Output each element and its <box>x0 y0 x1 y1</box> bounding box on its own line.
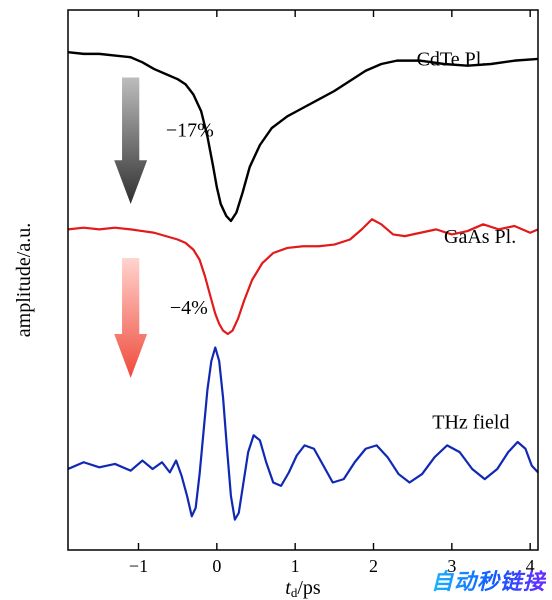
xtick-label: 0 <box>212 556 221 576</box>
series-label-gaas-pl: GaAs Pl. <box>444 226 516 248</box>
xtick-label: 1 <box>291 556 300 576</box>
xtick-label: 4 <box>526 556 535 576</box>
series-label-thz-field: THz field <box>432 412 509 434</box>
series-label-cdte-pl: CdTe Pl. <box>417 49 487 71</box>
gaas-arrow-label: −4% <box>170 297 208 319</box>
y-axis-label: amplitude/a.u. <box>13 223 35 337</box>
x-axis-label: td/ps <box>285 577 321 600</box>
chart-svg: CdTe Pl. GaAs Pl. THz field −17% −4% −1 0 1 2 3 4 t… <box>0 0 552 600</box>
cdte-arrow-label: −17% <box>166 120 214 142</box>
xtick-label: 2 <box>369 556 378 576</box>
xtick-label: 3 <box>447 556 456 576</box>
xtick-label: −1 <box>129 556 148 576</box>
